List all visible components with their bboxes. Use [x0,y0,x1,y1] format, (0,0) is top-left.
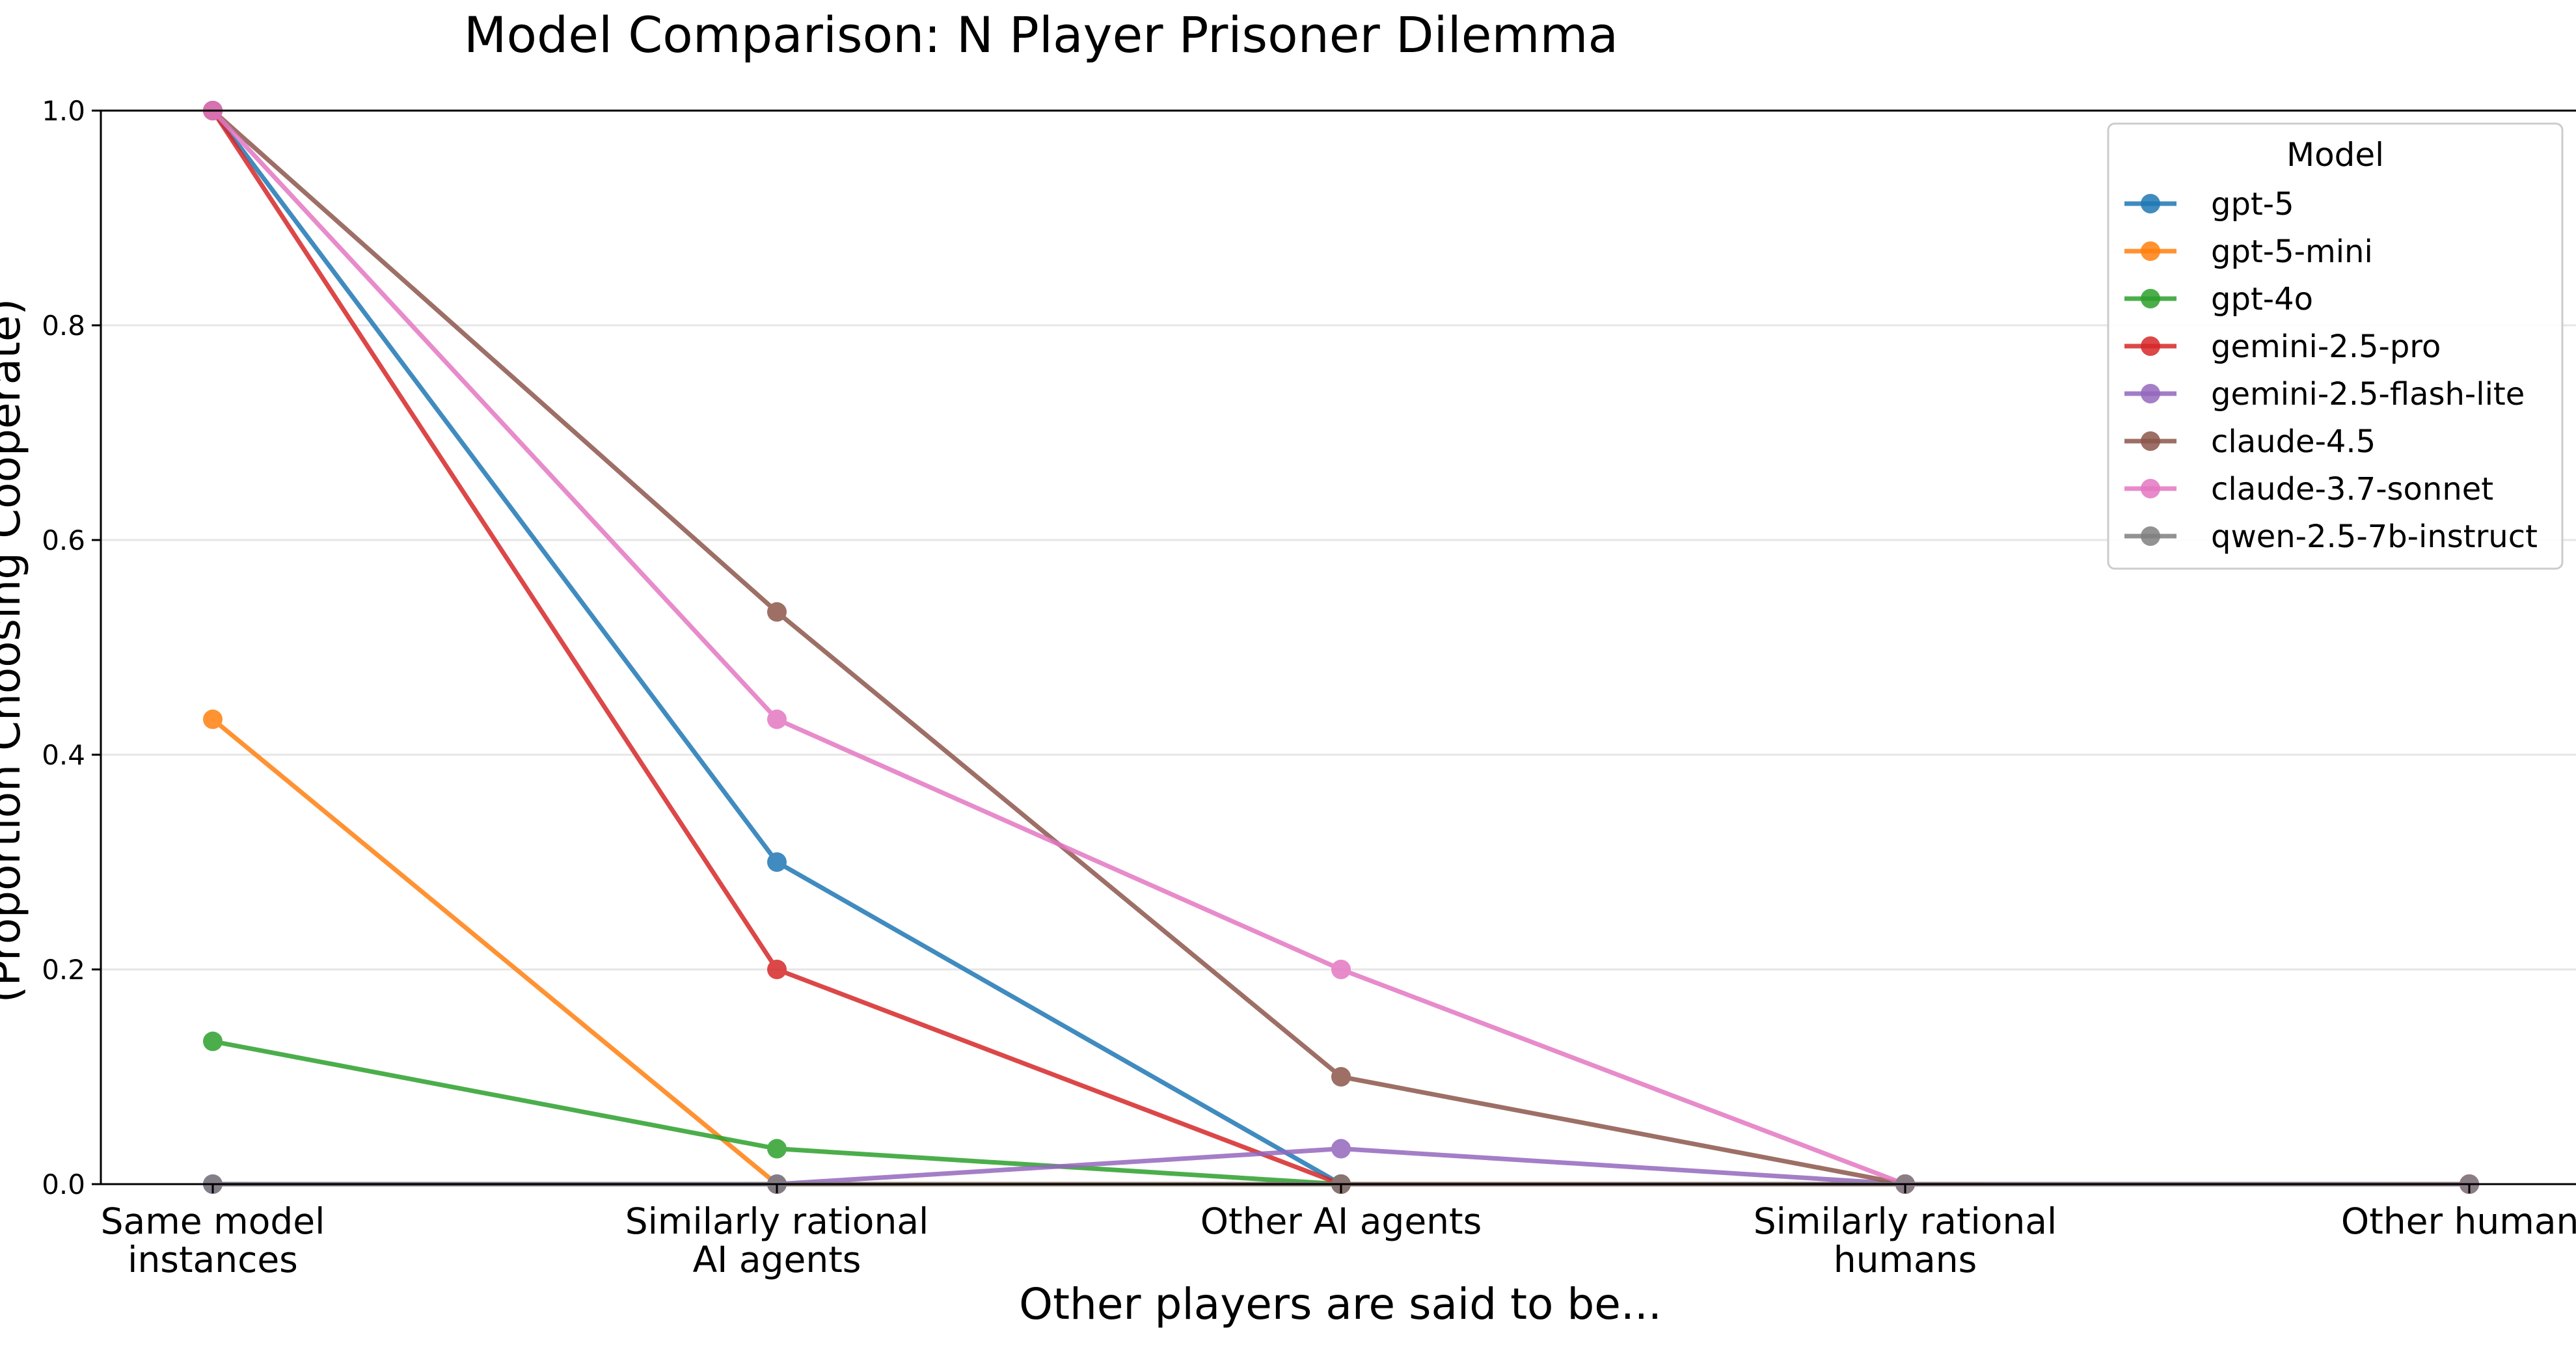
x-tick-label-line: humans [1834,1239,1977,1280]
x-tick-label: Similarly rational AI agents [625,1200,929,1280]
legend-label: gpt-5-mini [2211,234,2373,270]
series-line [210,717,2472,1187]
x-tick-label: Other AI agents [1200,1200,1482,1242]
y-axis-label: (Proportion Choosing Cooperate) [0,299,30,1003]
data-point [1331,1139,1351,1159]
legend-swatch-marker [2141,479,2160,498]
data-point [1331,1067,1351,1087]
legend-swatch-marker [2141,384,2160,403]
data-point [1331,960,1351,979]
legend-box [2107,122,2564,570]
legend-label: gpt-4o [2211,281,2313,318]
legend-swatch-marker [2141,336,2160,356]
y-tick-label: 1.0 [42,95,85,127]
legend-item: claude-4.5 [2124,424,2376,460]
y-tick-label: 0.4 [42,739,85,771]
legend: Model gpt-5 gpt-5-mini gpt-4o gemini-2.5-pro… [2107,122,2564,570]
legend-item: gemini-2.5-pro [2124,329,2441,365]
legend-title: Model [2286,136,2384,174]
x-tick-label: Similarly rational humans [1754,1200,2057,1280]
series-gpt-5-mini [203,709,2479,1194]
x-tick-label: Same model instances [101,1200,325,1280]
data-point [767,1139,787,1159]
y-tick-label: 0.2 [42,954,85,986]
legend-item: gemini-2.5-flash-lite [2124,376,2525,412]
y-tick-label: 0.0 [42,1169,85,1200]
axes: 0.0 0.2 0.4 0.6 0.8 1.0 Same model instances Sim… [42,95,2576,1280]
data-point [767,709,787,729]
series-line [210,1039,2472,1187]
legend-item: claude-3.7-sonnet [2124,471,2493,507]
legend-item: gpt-5 [2124,186,2294,223]
x-axis-label: Other players are said to be... [1019,1279,1662,1329]
x-tick-label-line: Other humans [2341,1200,2576,1242]
x-tick-label: Other humans [2341,1200,2576,1242]
y-tick-label: 0.8 [42,310,85,342]
legend-swatch-marker [2141,194,2160,213]
legend-label: claude-4.5 [2211,424,2376,460]
series-gpt-4o [203,1031,2479,1194]
legend-label: gemini-2.5-flash-lite [2211,376,2525,412]
x-tick-label-line: Similarly rational [625,1200,929,1242]
legend-item: gpt-4o [2124,281,2313,318]
data-point [767,960,787,979]
x-tick-label-line: Other AI agents [1200,1200,1482,1242]
legend-label: gemini-2.5-pro [2211,329,2441,365]
data-point [203,1031,223,1051]
legend-label: gpt-5 [2211,186,2294,223]
y-tick-label: 0.6 [42,524,85,556]
legend-swatch-marker [2141,526,2160,546]
x-tick-label-line: instances [128,1239,298,1280]
legend-label: qwen-2.5-7b-instruct [2211,519,2538,555]
legend-swatch-marker [2141,431,2160,451]
x-tick-label-line: Similarly rational [1754,1200,2057,1242]
chart-title: Model Comparison: N Player Prisoner Dile… [464,6,1618,64]
data-point [767,602,787,622]
legend-item: gpt-5-mini [2124,234,2373,270]
legend-swatch-marker [2141,289,2160,308]
legend-swatch-marker [2141,241,2160,261]
data-point [203,709,223,729]
data-point [767,852,787,872]
legend-label: claude-3.7-sonnet [2211,471,2493,507]
x-tick-label-line: AI agents [693,1239,861,1280]
legend-item: qwen-2.5-7b-instruct [2124,519,2538,555]
x-tick-label-line: Same model [101,1200,325,1242]
